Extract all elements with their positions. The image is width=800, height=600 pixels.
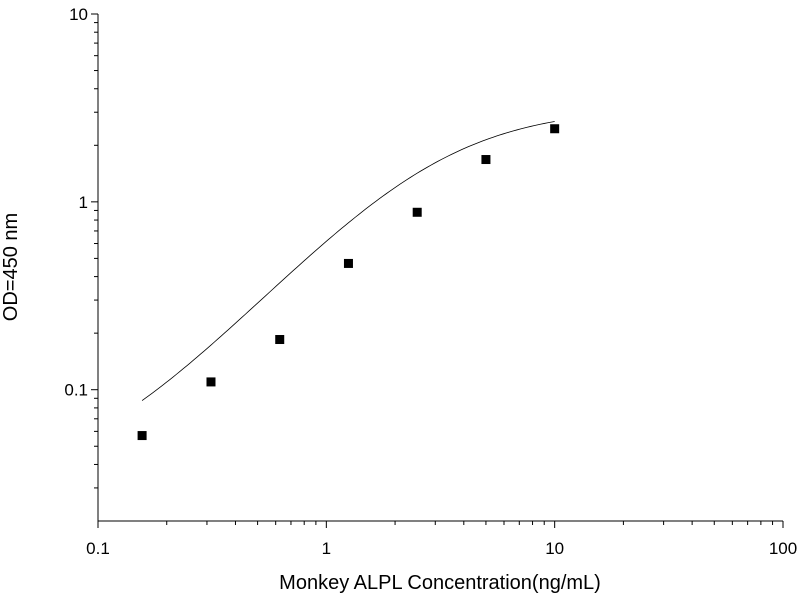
y-tick-label: 1 bbox=[79, 193, 88, 212]
y-axis-title: OD=450 nm bbox=[0, 213, 22, 321]
axis-ticks bbox=[91, 13, 784, 528]
axis-tick-labels: 0.1 1 10 100 0.1 1 10 bbox=[64, 5, 797, 558]
axes bbox=[97, 14, 783, 522]
x-axis-title: Monkey ALPL Concentration(ng/mL) bbox=[279, 572, 601, 594]
data-point bbox=[137, 431, 147, 441]
fit-curve bbox=[141, 121, 555, 401]
data-point bbox=[206, 377, 216, 387]
x-tick-label: 0.1 bbox=[86, 539, 110, 558]
y-tick-label: 0.1 bbox=[64, 381, 88, 400]
data-point bbox=[412, 207, 422, 217]
data-point bbox=[550, 124, 560, 134]
data-points bbox=[137, 124, 560, 441]
data-point bbox=[275, 335, 285, 345]
x-tick-label: 100 bbox=[769, 539, 797, 558]
data-point bbox=[481, 155, 491, 165]
x-tick-label: 10 bbox=[545, 539, 564, 558]
x-tick-label: 1 bbox=[322, 539, 331, 558]
data-point bbox=[343, 258, 353, 268]
y-tick-label: 10 bbox=[69, 5, 88, 24]
